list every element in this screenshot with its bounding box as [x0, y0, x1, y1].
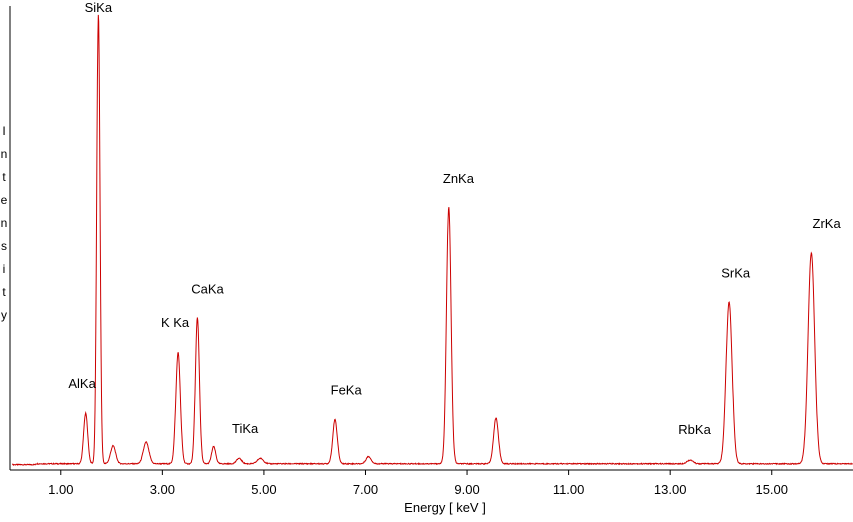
peak-label: AlKa [68, 376, 96, 391]
peak-label: SrKa [721, 266, 751, 281]
x-ticks: 1.00 3.00 5.00 7.00 9.00 11.00 13.00 15.00 [48, 470, 788, 497]
peak-labels: SiKa AlKa K Ka CaKa TiKa FeKa ZnKa RbKa SrKa ZrKa [68, 0, 841, 437]
x-tick-label: 7.00 [353, 482, 378, 497]
x-tick-label: 3.00 [150, 482, 175, 497]
x-tick-label: 5.00 [251, 482, 276, 497]
x-tick-label: 15.00 [755, 482, 788, 497]
peak-label: CaKa [191, 281, 224, 296]
y-axis-label-letter: e [0, 193, 8, 207]
y-axis-label-letter: n [0, 216, 8, 230]
x-tick-label: 9.00 [454, 482, 479, 497]
x-axis-label: Energy [ keV ] [404, 500, 486, 515]
peak-label: SiKa [85, 0, 113, 15]
peak-label: RbKa [678, 422, 711, 437]
peak-label: K Ka [161, 315, 190, 330]
y-axis-label-letter: I [2, 124, 6, 138]
y-axis-label-letter: s [1, 239, 7, 253]
x-tick-label: 1.00 [48, 482, 73, 497]
peak-label: TiKa [232, 421, 259, 436]
peak-label: ZnKa [443, 171, 475, 186]
x-tick-label: 13.00 [654, 482, 687, 497]
y-axis-label-letter: y [1, 308, 7, 322]
y-axis-label-letter: n [0, 147, 8, 161]
x-tick-label: 11.00 [553, 482, 585, 497]
y-axis-label-letter: t [2, 285, 6, 299]
y-axis-label-letter: i [2, 262, 6, 276]
y-axis-label-letter: t [2, 170, 6, 184]
peak-label: ZrKa [813, 216, 842, 231]
spectrum-line [12, 14, 853, 467]
peak-label: FeKa [331, 383, 363, 398]
axes [9, 6, 853, 471]
